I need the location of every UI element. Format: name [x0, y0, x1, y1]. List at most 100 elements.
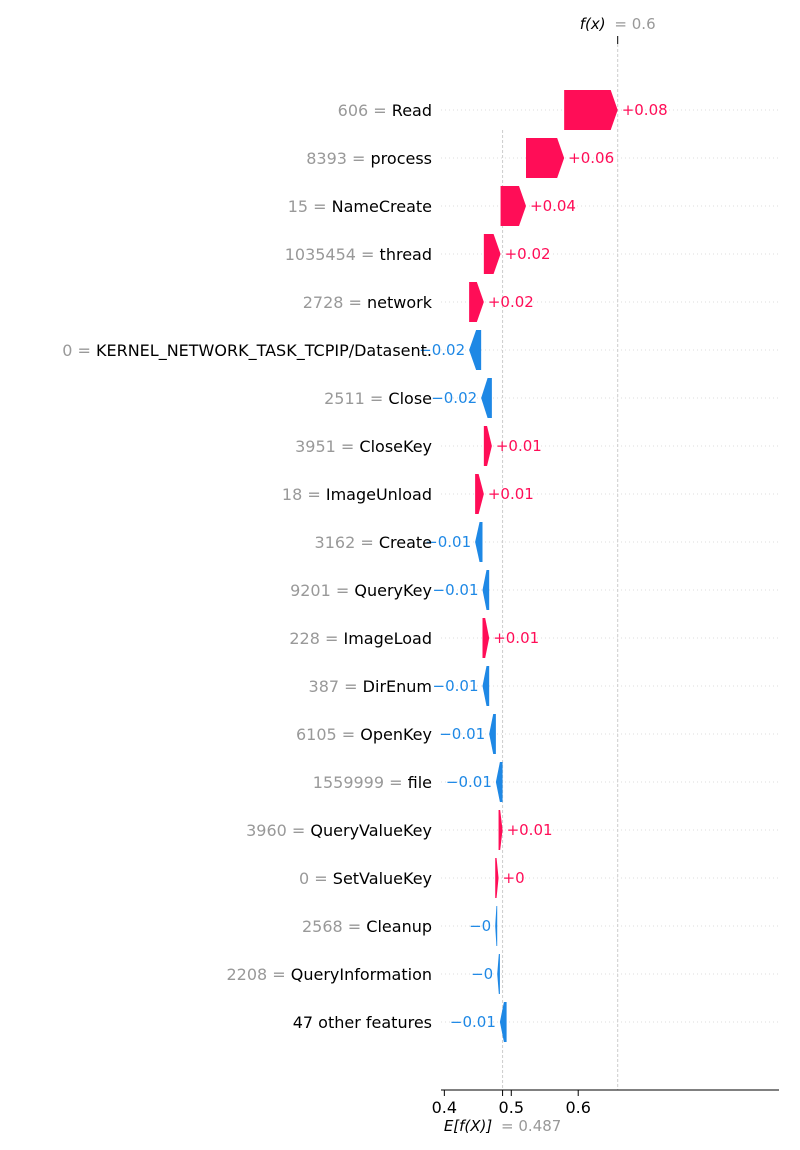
feature-value: 15 =: [288, 197, 332, 216]
feature-label: 2568 = Cleanup: [302, 917, 432, 936]
feature-label: 1035454 = thread: [285, 245, 432, 264]
feature-value: 2568 =: [302, 917, 366, 936]
feature-value: 6105 =: [296, 725, 360, 744]
contribution-bar: [483, 426, 492, 466]
contribution-label: −0.01: [433, 677, 479, 695]
contribution-bar: [495, 762, 503, 802]
feature-label: 3960 = QueryValueKey: [246, 821, 432, 840]
contribution-bar: [482, 570, 490, 610]
contribution-bar: [499, 1002, 507, 1042]
feature-name: ImageUnload: [326, 485, 432, 504]
contribution-label: −0.01: [446, 773, 492, 791]
contribution-label: −0: [471, 965, 493, 983]
feature-label: 47 other features: [293, 1013, 432, 1032]
feature-name: 47 other features: [293, 1013, 432, 1032]
feature-name: Cleanup: [366, 917, 432, 936]
contribution-label: +0.08: [622, 101, 668, 119]
feature-name: file: [408, 773, 432, 792]
fx-label: f(x): [580, 15, 606, 33]
contribution-label: −0.01: [425, 533, 471, 551]
contribution-label: −0.01: [450, 1013, 496, 1031]
contribution-label: +0.04: [530, 197, 576, 215]
feature-value: 606 =: [338, 101, 392, 120]
feature-label: 18 = ImageUnload: [282, 485, 432, 504]
feature-value: 228 =: [289, 629, 343, 648]
feature-label: 2208 = QueryInformation: [226, 965, 432, 984]
feature-name: OpenKey: [360, 725, 432, 744]
feature-value: 0 =: [62, 341, 96, 360]
feature-name: NameCreate: [332, 197, 432, 216]
x-tick-label: 0.6: [565, 1098, 590, 1117]
feature-value: 0 =: [299, 869, 333, 888]
contribution-label: +0.06: [568, 149, 614, 167]
feature-name: Close: [388, 389, 432, 408]
feature-label: 0 = KERNEL_NETWORK_TASK_TCPIP/Datasent.: [62, 341, 432, 361]
feature-label: 606 = Read: [338, 101, 432, 120]
contribution-label: +0.01: [507, 821, 553, 839]
feature-name: Create: [379, 533, 432, 552]
feature-name: ImageLoad: [344, 629, 433, 648]
feature-name: Read: [392, 101, 432, 120]
feature-name: thread: [380, 245, 432, 264]
feature-name: KERNEL_NETWORK_TASK_TCPIP/Datasent.: [96, 341, 432, 361]
contribution-label: +0.01: [493, 629, 539, 647]
feature-label: 3162 = Create: [315, 533, 432, 552]
contribution-label: −0.01: [439, 725, 485, 743]
contribution-bar: [483, 234, 501, 274]
feature-label: 2728 = network: [303, 293, 433, 312]
feature-value: 2728 =: [303, 293, 367, 312]
contribution-bar: [500, 186, 527, 226]
fx-annotation: f(x) = 0.6: [580, 15, 656, 33]
contribution-bar: [469, 330, 482, 370]
feature-label: 8393 = process: [306, 149, 432, 168]
x-tick-label: 0.4: [432, 1098, 457, 1117]
contribution-bar: [482, 666, 490, 706]
base-value: = 0.487: [501, 1117, 561, 1135]
feature-label: 1559999 = file: [313, 773, 432, 792]
contribution-bar: [475, 522, 483, 562]
contribution-label: −0.02: [419, 341, 465, 359]
x-tick-label: 0.5: [499, 1098, 524, 1117]
feature-label: 387 = DirEnum: [309, 677, 432, 696]
feature-name: DirEnum: [363, 677, 432, 696]
contribution-bar: [498, 810, 503, 850]
feature-value: 9201 =: [290, 581, 354, 600]
feature-value: 387 =: [309, 677, 363, 696]
contribution-bar: [526, 138, 565, 178]
contribution-label: +0.02: [488, 293, 534, 311]
feature-value: 3951 =: [295, 437, 359, 456]
contribution-label: −0: [469, 917, 491, 935]
feature-name: process: [371, 149, 432, 168]
contribution-bar: [495, 858, 499, 898]
contribution-bar: [489, 714, 496, 754]
feature-label: 9201 = QueryKey: [290, 581, 432, 600]
base-label: E[f(X)]: [444, 1117, 493, 1135]
contribution-bar: [495, 906, 498, 946]
contribution-label: +0.02: [505, 245, 551, 263]
feature-value: 18 =: [282, 485, 326, 504]
feature-label: 6105 = OpenKey: [296, 725, 432, 744]
feature-label: 0 = SetValueKey: [299, 869, 432, 888]
feature-name: CloseKey: [359, 437, 432, 456]
contribution-label: +0: [503, 869, 525, 887]
contribution-bar: [475, 474, 484, 514]
feature-name: QueryValueKey: [310, 821, 432, 840]
contribution-label: +0.01: [496, 437, 542, 455]
feature-label: 2511 = Close: [324, 389, 432, 408]
feature-name: SetValueKey: [333, 869, 432, 888]
contribution-bar: [469, 282, 484, 322]
feature-label: 228 = ImageLoad: [289, 629, 432, 648]
contribution-label: +0.01: [488, 485, 534, 503]
fx-value: = 0.6: [614, 15, 655, 33]
feature-value: 3960 =: [246, 821, 310, 840]
contribution-bar: [497, 954, 500, 994]
feature-value: 1035454 =: [285, 245, 380, 264]
feature-value: 3162 =: [315, 533, 379, 552]
contribution-bar: [564, 90, 618, 130]
feature-label: 15 = NameCreate: [288, 197, 432, 216]
contribution-bar: [482, 618, 490, 658]
feature-name: QueryInformation: [291, 965, 432, 984]
feature-name: network: [367, 293, 433, 312]
feature-value: 8393 =: [306, 149, 370, 168]
